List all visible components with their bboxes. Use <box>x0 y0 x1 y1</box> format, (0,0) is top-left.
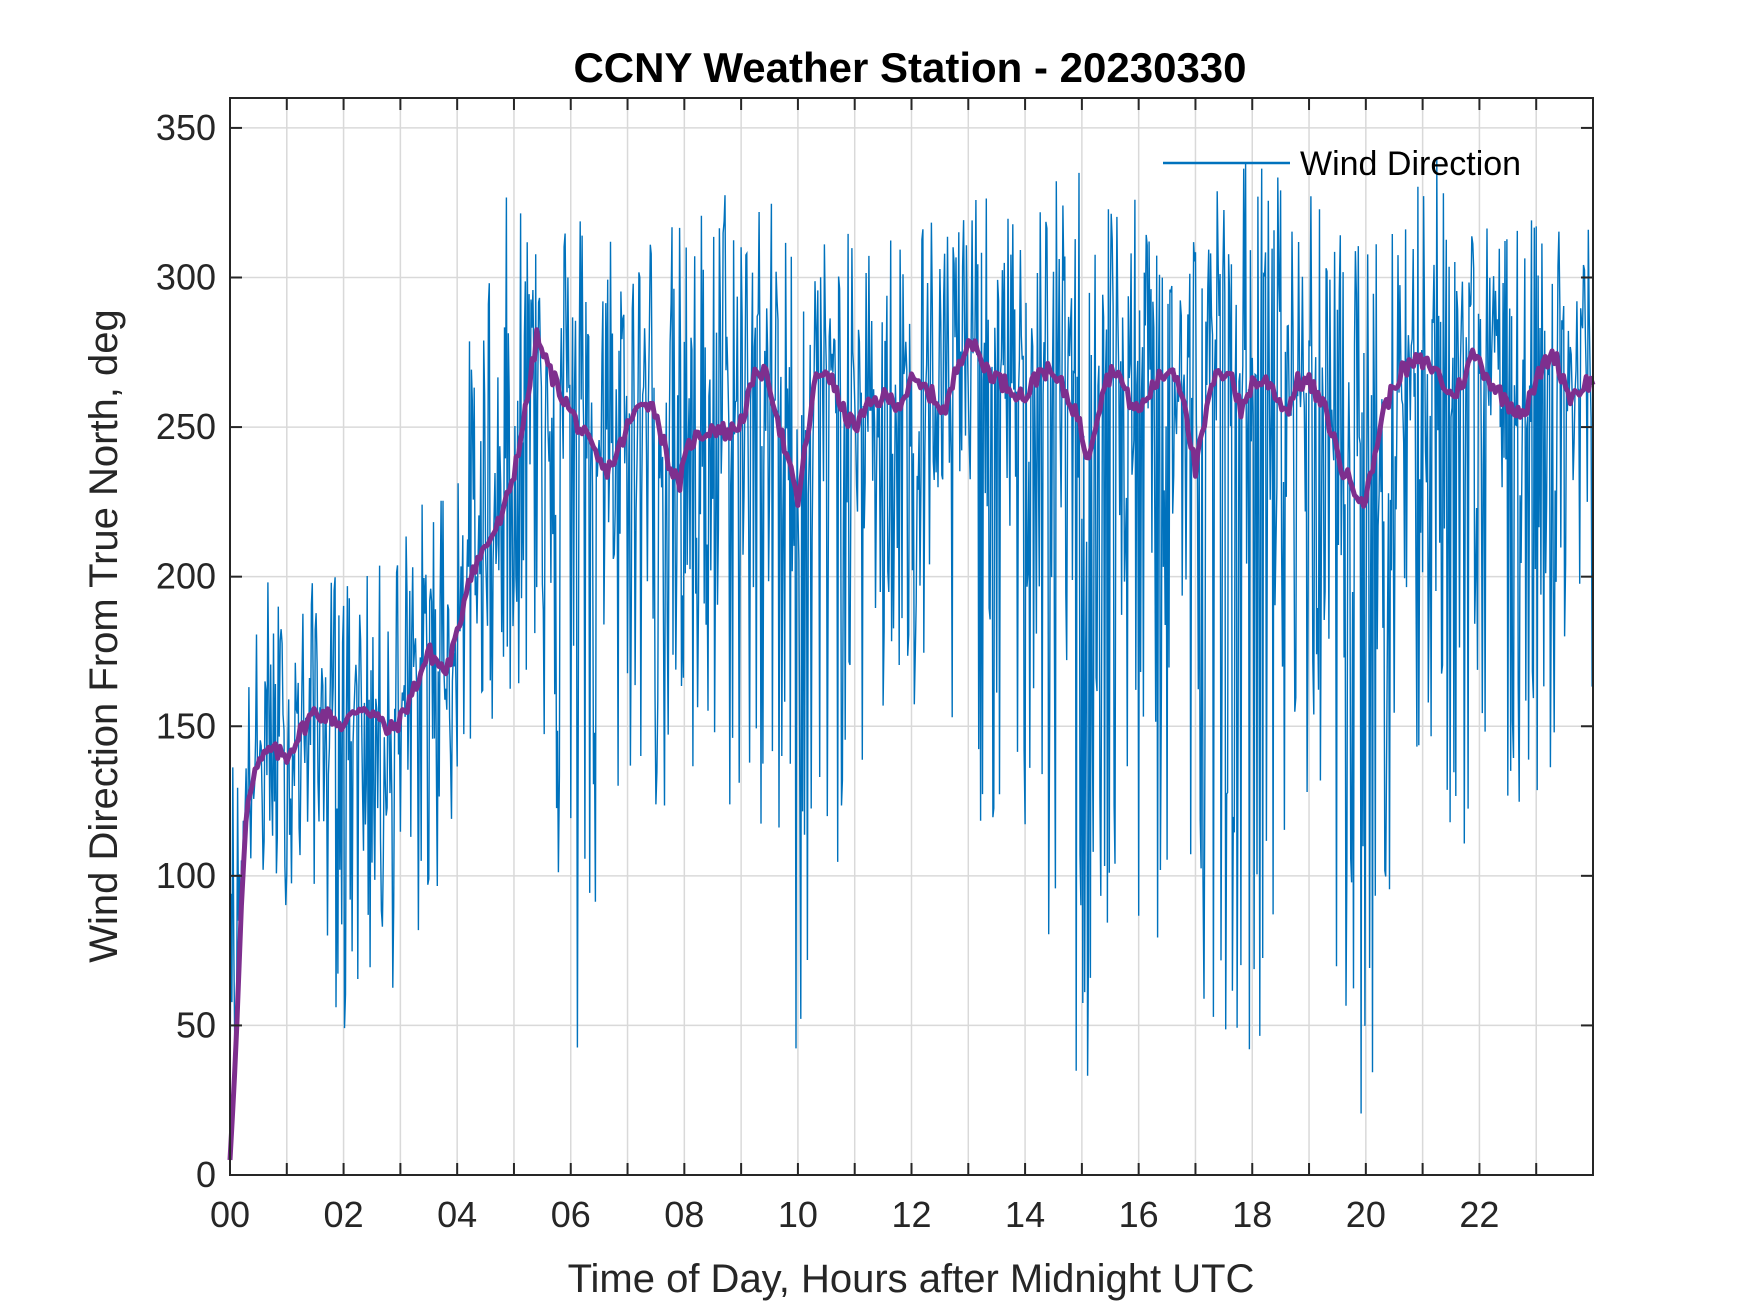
y-tick-label: 150 <box>156 705 216 746</box>
y-tick-label: 250 <box>156 406 216 447</box>
y-axis-label: Wind Direction From True North, deg <box>82 309 126 963</box>
series-running-mean <box>227 327 1596 1161</box>
x-tick-label: 12 <box>891 1194 931 1235</box>
line-running-mean <box>227 327 1596 1161</box>
axis-ticks <box>229 98 1593 1176</box>
legend: Wind Direction <box>1163 145 1521 183</box>
y-tick-label: 50 <box>176 1004 216 1045</box>
y-tick-labels: 0 50 100 150 200 250 300 350 <box>156 107 216 1195</box>
x-tick-labels: 00 02 04 06 08 10 12 14 16 18 20 22 <box>210 1194 1499 1235</box>
y-tick-label: 100 <box>156 855 216 896</box>
x-tick-label: 22 <box>1459 1194 1499 1235</box>
x-tick-label: 14 <box>1005 1194 1045 1235</box>
y-tick-label: 350 <box>156 107 216 148</box>
x-tick-label: 06 <box>551 1194 591 1235</box>
series-wind-direction <box>229 158 1593 1120</box>
x-tick-label: 02 <box>324 1194 364 1235</box>
y-tick-label: 300 <box>156 257 216 298</box>
line-wind-direction <box>229 158 1593 1120</box>
x-tick-label: 00 <box>210 1194 250 1235</box>
x-tick-label: 20 <box>1346 1194 1386 1235</box>
x-tick-label: 04 <box>437 1194 477 1235</box>
x-tick-label: 18 <box>1232 1194 1272 1235</box>
x-tick-label: 08 <box>664 1194 704 1235</box>
chart-title: CCNY Weather Station - 20230330 <box>573 44 1246 91</box>
x-tick-label: 10 <box>778 1194 818 1235</box>
x-tick-label: 16 <box>1119 1194 1159 1235</box>
x-axis-label: Time of Day, Hours after Midnight UTC <box>568 1257 1255 1301</box>
y-tick-label: 200 <box>156 556 216 597</box>
y-tick-label: 0 <box>196 1154 216 1195</box>
legend-label-wind-direction: Wind Direction <box>1300 145 1521 183</box>
